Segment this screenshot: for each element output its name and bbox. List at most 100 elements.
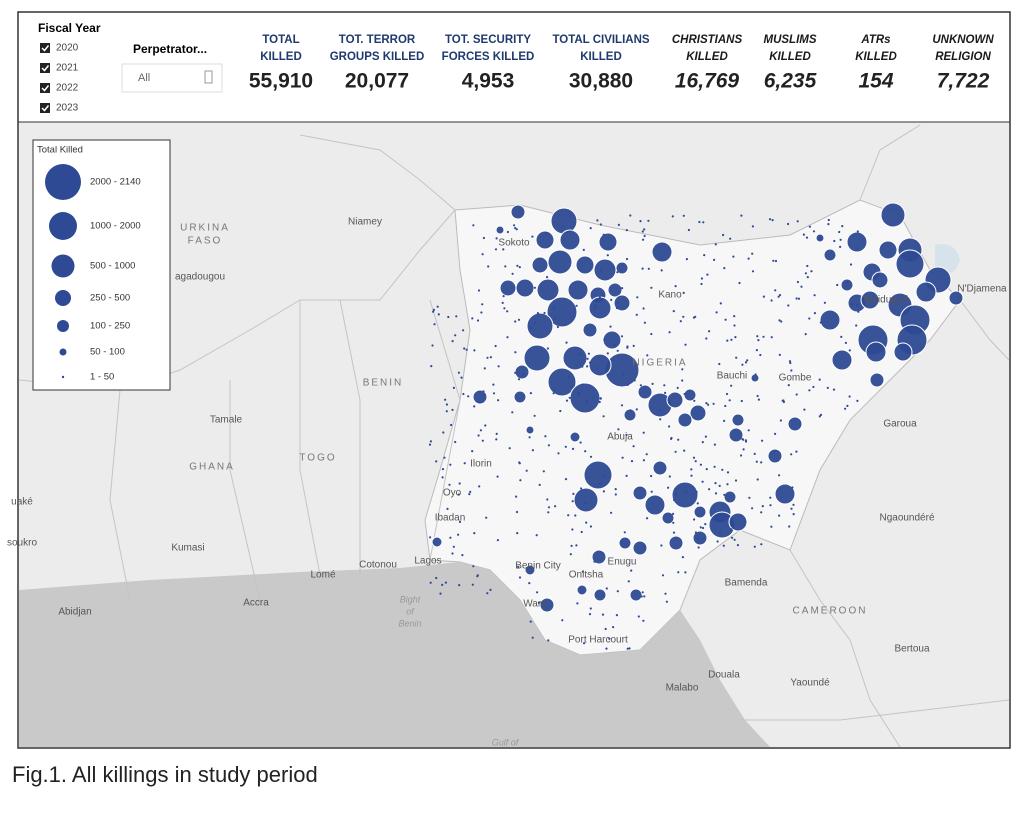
dot [650, 286, 653, 289]
dot [642, 431, 645, 434]
map-label: Garoua [883, 419, 917, 430]
map-label: uaké [11, 497, 33, 508]
checkbox[interactable] [40, 103, 50, 113]
dot [759, 353, 762, 357]
bubble [588, 353, 612, 377]
dot [627, 580, 630, 583]
dot [832, 388, 836, 391]
dot [599, 223, 602, 226]
dot [768, 218, 772, 221]
dot [642, 619, 645, 622]
filter-option[interactable]: 2023 [56, 103, 79, 114]
dot [771, 219, 774, 222]
dot [567, 375, 570, 378]
dot [604, 627, 607, 631]
dot [502, 295, 505, 298]
dot [770, 525, 773, 528]
dot [589, 525, 593, 528]
bubble [569, 382, 601, 414]
kpi-label: TOTAL CIVILIANS [552, 34, 649, 46]
dot [856, 304, 859, 307]
checkbox[interactable] [40, 83, 50, 93]
dot [506, 230, 509, 234]
dot [620, 404, 624, 407]
bubble [495, 225, 505, 235]
dot [528, 582, 531, 585]
dot [650, 474, 653, 478]
bubble [840, 278, 854, 292]
map-label: BENIN [363, 378, 404, 389]
checkbox[interactable] [40, 43, 50, 53]
filter-option[interactable]: 2022 [56, 83, 79, 94]
dot [818, 237, 821, 240]
bubble [598, 232, 618, 252]
checkbox[interactable] [40, 63, 50, 73]
dot [467, 395, 470, 398]
bubbles [428, 202, 964, 650]
bubble [613, 294, 631, 312]
dot [714, 482, 717, 485]
dot [622, 373, 625, 376]
dot [733, 324, 736, 327]
dot [723, 267, 726, 270]
dot [473, 405, 476, 408]
map-label: Gulf of [492, 737, 520, 747]
dot [463, 347, 466, 350]
legend-symbol [59, 348, 67, 356]
dot [787, 304, 790, 307]
dot [565, 341, 568, 344]
dot [605, 587, 608, 590]
dot [838, 230, 841, 234]
dot [708, 330, 711, 333]
dot [581, 365, 584, 368]
dot [588, 613, 592, 616]
dot [795, 297, 798, 300]
dot [650, 490, 653, 493]
map-label: Warri [523, 599, 547, 610]
filter-option[interactable]: 2020 [56, 43, 79, 54]
dot [629, 409, 632, 412]
dot [637, 615, 640, 618]
checkmark [41, 105, 50, 112]
dot [849, 263, 853, 266]
dot [535, 534, 538, 537]
dot [596, 366, 599, 369]
filter-option[interactable]: 2021 [56, 63, 79, 74]
dot [844, 407, 847, 410]
dot [642, 307, 645, 310]
dot [729, 237, 732, 240]
dot [571, 386, 574, 389]
dot [547, 511, 550, 514]
dot [741, 363, 744, 366]
dot [620, 335, 624, 338]
dot [444, 398, 447, 401]
dot [525, 469, 528, 472]
dot [642, 238, 645, 241]
dot [639, 384, 643, 387]
dot [578, 352, 581, 356]
map-label: Abuja [607, 432, 633, 443]
dot [687, 228, 691, 232]
map-label: Bertoua [894, 644, 929, 655]
bubble [878, 240, 898, 260]
dot [586, 365, 589, 368]
dot [746, 359, 749, 362]
legend-label: 2000 - 2140 [90, 177, 141, 188]
bubble [593, 258, 617, 282]
dot [518, 266, 521, 269]
dot [481, 303, 484, 306]
dot [712, 402, 715, 405]
dot [664, 592, 667, 595]
dot [848, 395, 851, 398]
dot [697, 537, 700, 541]
map-label: agadougou [175, 272, 225, 283]
dot [471, 450, 474, 453]
dot [730, 528, 733, 531]
map-label: Enugu [608, 557, 637, 568]
dot [616, 271, 619, 274]
dot [515, 228, 518, 231]
dropdown[interactable] [121, 63, 223, 93]
dot [751, 507, 754, 510]
dot [435, 576, 438, 580]
dot [501, 301, 504, 304]
